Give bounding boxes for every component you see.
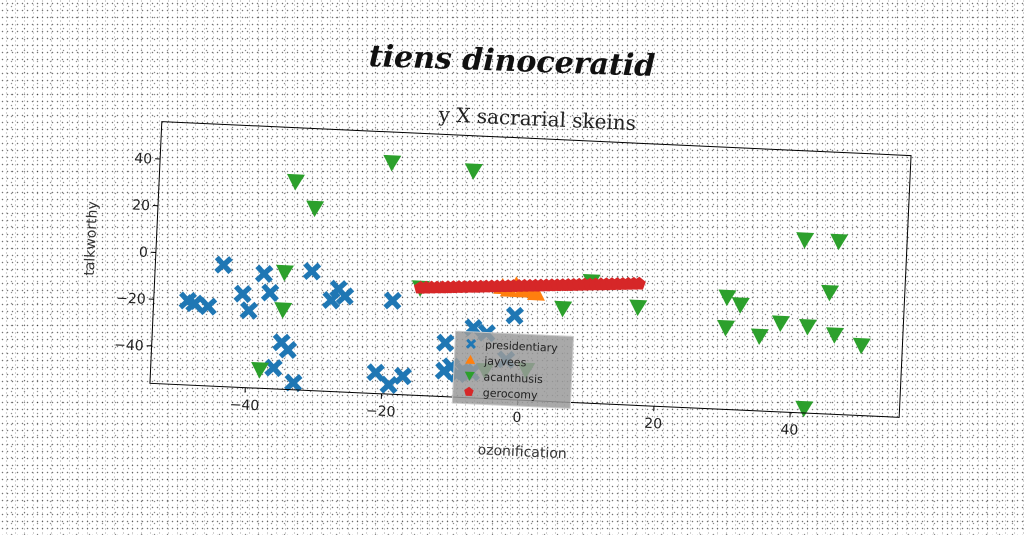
y-tick-label-40: 40: [134, 151, 153, 168]
y-tick-label-0: 0: [139, 245, 149, 261]
point-acanthusis-21: [830, 234, 849, 251]
point-acanthusis-0: [383, 155, 402, 172]
point-acanthusis-2: [286, 174, 305, 191]
point-acanthusis-6: [250, 362, 269, 379]
point-acanthusis-20: [820, 285, 839, 302]
x-tick-label-40: 40: [780, 422, 799, 439]
point-presidentiary-28: [505, 306, 524, 325]
legend-label-acanthusis: acanthusis: [483, 370, 543, 386]
point-presidentiary-5: [239, 301, 258, 320]
point-acanthusis-12: [629, 300, 648, 317]
point-acanthusis-16: [750, 328, 769, 345]
point-presidentiary-8: [264, 358, 283, 377]
y-tick-label--40: −40: [114, 337, 144, 354]
point-acanthusis-10: [553, 301, 572, 318]
y-tick-label-20: 20: [132, 198, 151, 215]
point-presidentiary-3: [214, 255, 233, 274]
point-presidentiary-17: [379, 375, 398, 394]
point-presidentiary-10: [279, 340, 298, 359]
point-presidentiary-7: [261, 283, 280, 302]
point-acanthusis-18: [795, 232, 814, 249]
point-acanthusis-15: [716, 320, 735, 337]
point-acanthusis-17: [771, 315, 790, 332]
point-acanthusis-1: [464, 163, 483, 180]
legend-label-gerocomy: gerocomy: [483, 386, 539, 401]
point-acanthusis-23: [852, 338, 871, 355]
point-presidentiary-18: [383, 291, 402, 310]
point-acanthusis-14: [731, 297, 750, 314]
point-acanthusis-5: [274, 302, 293, 319]
point-acanthusis-3: [305, 201, 324, 218]
x-tick-label-0: 0: [512, 410, 522, 426]
point-presidentiary-20: [436, 333, 455, 352]
point-presidentiary-19: [393, 367, 412, 386]
point-acanthusis-22: [825, 327, 844, 344]
x-tick-label--20: −20: [366, 403, 396, 420]
legend-label-jayvees: jayvees: [483, 354, 527, 369]
point-presidentiary-6: [255, 264, 274, 283]
x-tick-label--40: −40: [229, 397, 259, 414]
point-acanthusis-24: [795, 401, 814, 418]
y-tick-label--20: −20: [116, 290, 146, 307]
point-presidentiary-4: [233, 284, 252, 303]
point-acanthusis-4: [275, 265, 294, 282]
x-tick-label-20: 20: [644, 416, 663, 433]
point-presidentiary-12: [303, 262, 322, 281]
point-presidentiary-2: [199, 297, 218, 316]
point-acanthusis-19: [798, 319, 817, 336]
